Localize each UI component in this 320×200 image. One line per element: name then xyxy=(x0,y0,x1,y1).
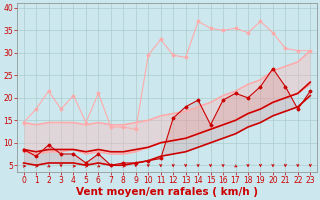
X-axis label: Vent moyen/en rafales ( km/h ): Vent moyen/en rafales ( km/h ) xyxy=(76,187,258,197)
